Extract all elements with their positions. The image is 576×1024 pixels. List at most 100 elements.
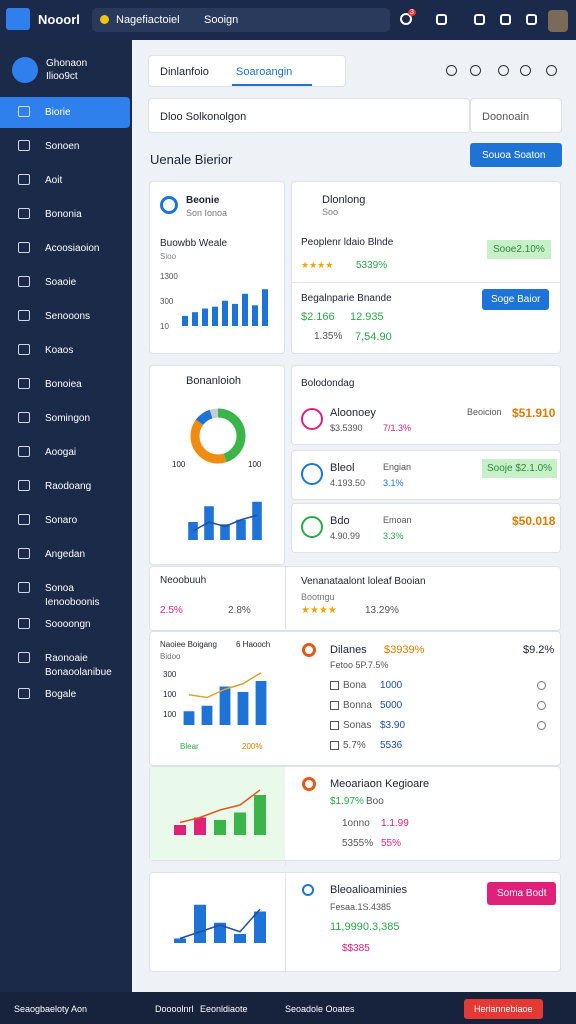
bar: [220, 524, 230, 540]
item-icon: [302, 777, 316, 791]
toolbar-icon[interactable]: [446, 65, 457, 76]
avatar: [12, 57, 38, 83]
nav-item[interactable]: Koaos: [45, 345, 74, 356]
notification-badge: 3: [408, 9, 416, 16]
select[interactable]: [470, 98, 562, 133]
footer-item[interactable]: Eeonldiaote: [200, 1004, 248, 1014]
nav-item[interactable]: Raonoaie: [45, 653, 88, 664]
bar: [201, 705, 213, 725]
header-icon[interactable]: [474, 14, 485, 25]
nav-icon: [18, 412, 30, 423]
value: $1.97%: [330, 796, 364, 807]
bar: [222, 300, 228, 326]
item-value: $50.018: [512, 514, 556, 528]
nav-item[interactable]: Angedan: [45, 549, 86, 560]
row-value: 5000: [380, 700, 403, 711]
nav-item[interactable]: Bononia: [45, 209, 82, 220]
value: 2.5%: [160, 605, 183, 616]
nav-icon: [18, 548, 30, 559]
axis-label: 300: [163, 670, 177, 679]
bar: [183, 711, 195, 725]
nav-item[interactable]: Sonoen: [45, 141, 80, 152]
bar: [174, 825, 186, 835]
nav-icon: [18, 446, 30, 457]
nav-item[interactable]: Bonoiea: [45, 379, 82, 390]
item-sub: $3.5390: [330, 423, 363, 433]
item-sub: 4.90.99: [330, 531, 361, 541]
nav-item[interactable]: Aoit: [45, 175, 63, 186]
button-label[interactable]: Souoa Soaton: [482, 150, 546, 161]
bar: [252, 305, 258, 326]
toolbar-icon[interactable]: [546, 65, 557, 76]
item-name: Meoariaon Kegioare: [330, 778, 430, 790]
trend-line: [179, 908, 261, 940]
nav-icon: [18, 618, 30, 629]
bar: [182, 315, 188, 326]
badge: Sooe2.10%: [487, 240, 551, 259]
bar: [202, 308, 208, 326]
donut-segment: [190, 408, 246, 464]
bar: [212, 306, 218, 326]
sidebar: [0, 40, 132, 992]
value: 7,54.90: [355, 331, 392, 343]
footer-button[interactable]: Heriannebiaoe: [464, 999, 543, 1019]
filter-input[interactable]: [148, 98, 470, 133]
item-icon: [301, 408, 323, 430]
tab[interactable]: Dinlanfoio: [160, 66, 209, 78]
nav-item[interactable]: Raodoang: [45, 481, 92, 492]
card: [149, 365, 285, 565]
item-label: Beoicion: [467, 407, 502, 417]
bar: [194, 817, 206, 835]
rating-stars: ★★★★: [301, 260, 334, 270]
nav-item[interactable]: Acoosiaoion: [45, 243, 100, 254]
nav-item[interactable]: Sonaro: [45, 515, 78, 526]
radio[interactable]: [537, 721, 546, 730]
axis-label: 10: [160, 322, 169, 331]
item-icon: [301, 463, 323, 485]
item-name: Bleol: [330, 462, 355, 474]
nav-item[interactable]: Aoogai: [45, 447, 77, 458]
nav-item[interactable]: Somingon: [45, 413, 91, 424]
item-sub: Fesaa.1S.4385: [330, 902, 392, 912]
radio[interactable]: [537, 701, 546, 710]
button[interactable]: Soge Baior: [482, 289, 550, 310]
button[interactable]: Soma Bodt: [487, 882, 557, 905]
radio[interactable]: [537, 681, 546, 690]
item-label: Engian: [383, 462, 412, 472]
rating-value: 13.29%: [365, 605, 399, 616]
notification-icon[interactable]: [400, 13, 412, 25]
header-icon[interactable]: [526, 14, 537, 25]
chart-sub: Bidoo: [160, 652, 181, 661]
nav-icon: [18, 174, 30, 185]
tab[interactable]: Soaroangin: [236, 66, 293, 78]
nav-icon: [18, 378, 30, 389]
nav-item[interactable]: Senooons: [45, 311, 91, 322]
toolbar-icon[interactable]: [520, 65, 531, 76]
bar: [252, 501, 262, 540]
card-sub: Bootngu: [301, 592, 335, 602]
nav-item[interactable]: Soaoie: [45, 277, 77, 288]
header-icon[interactable]: [500, 14, 511, 25]
bar: [232, 303, 238, 326]
footer-item[interactable]: Seoadole Ooates: [285, 1004, 355, 1014]
toolbar-icon[interactable]: [470, 65, 481, 76]
logo-icon: [6, 8, 30, 30]
item-sub: Fetoo 5P.7.5%: [330, 660, 389, 670]
bar: [174, 938, 186, 943]
chart-title: Buowbb Weale: [160, 238, 228, 249]
nav-item[interactable]: Bogale: [45, 689, 77, 700]
nav-item[interactable]: Sonoa: [45, 583, 74, 594]
value: $2.166: [301, 311, 335, 323]
row-label: Bonna: [343, 700, 372, 711]
search-bar[interactable]: [92, 8, 390, 32]
bar: [219, 686, 231, 725]
search-tag: Nagefiactoiel: [116, 14, 180, 26]
nav-item[interactable]: Soooongn: [45, 619, 91, 630]
avatar[interactable]: [548, 10, 568, 32]
footer-item[interactable]: Doooolnrl: [155, 1004, 194, 1014]
nav-item[interactable]: Biorie: [45, 107, 71, 118]
nav-sub: Ienooboonis: [45, 597, 100, 608]
header-icon[interactable]: [436, 14, 447, 25]
toolbar-icon[interactable]: [498, 65, 509, 76]
primary-button[interactable]: [470, 143, 562, 167]
